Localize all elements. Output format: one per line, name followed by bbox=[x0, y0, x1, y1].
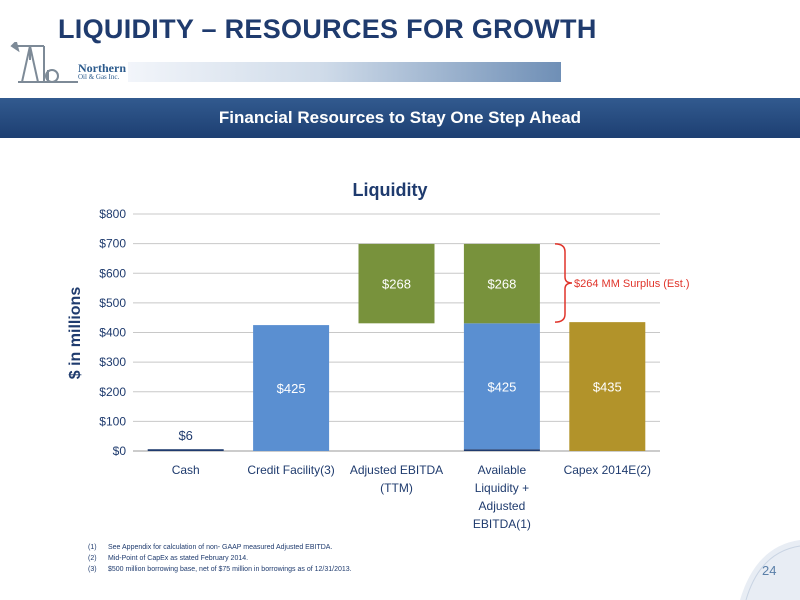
bar-segment bbox=[463, 449, 540, 451]
y-tick-label: $0 bbox=[113, 444, 127, 458]
footnote-number: (3) bbox=[88, 566, 97, 573]
bar-segment bbox=[147, 449, 224, 451]
footnote: (3) $500 million borrowing base, net of $… bbox=[88, 564, 352, 575]
y-tick-label: $300 bbox=[99, 355, 126, 369]
x-tick-label: Available bbox=[478, 463, 527, 477]
page-number: 24 bbox=[762, 563, 777, 578]
y-tick-label: $400 bbox=[99, 326, 126, 340]
header-accent-band bbox=[128, 62, 561, 82]
footnote-number: (1) bbox=[88, 544, 97, 551]
y-tick-label: $600 bbox=[99, 266, 126, 280]
logo-name: Northern bbox=[78, 61, 126, 75]
bar-value-label: $268 bbox=[382, 277, 411, 292]
liquidity-chart: Liquidity $ in millions $0 $100 $200 $300 $4… bbox=[67, 180, 690, 531]
surplus-annotation: $264 MM Surplus (Est.) bbox=[554, 243, 690, 323]
surplus-annotation-label: $264 MM Surplus (Est.) bbox=[574, 278, 690, 290]
bar-value-label: $435 bbox=[593, 380, 622, 395]
company-logo-icon bbox=[10, 42, 78, 83]
slide-title: LIQUIDITY – RESOURCES FOR GROWTH bbox=[58, 14, 597, 44]
logo-text: Northern Oil & Gas Inc. bbox=[78, 62, 126, 81]
x-tick-label: Adjusted EBITDA bbox=[350, 463, 443, 477]
x-tick-label: Credit Facility(3) bbox=[247, 463, 334, 477]
page-corner-decoration bbox=[740, 540, 800, 600]
x-tick-label: EBITDA(1) bbox=[473, 517, 531, 531]
footnote-text: $500 million borrowing base, net of $75 … bbox=[108, 566, 352, 573]
logo-subtitle: Oil & Gas Inc. bbox=[78, 73, 120, 81]
x-tick-label: (TTM) bbox=[380, 481, 413, 495]
slide-subtitle: Financial Resources to Stay One Step Ahe… bbox=[218, 108, 582, 127]
y-tick-label: $700 bbox=[99, 237, 126, 251]
x-axis-labels: Cash Credit Facility(3) Adjusted EBITDA (TT… bbox=[172, 463, 651, 531]
bar-segment bbox=[463, 243, 540, 324]
bar-segment bbox=[463, 323, 540, 450]
x-tick-label: Adjusted bbox=[479, 499, 526, 513]
footnote-text: Mid-Point of CapEx as stated February 20… bbox=[108, 555, 249, 562]
footnotes: (1) See Appendix for calculation of non- … bbox=[88, 542, 352, 575]
footnote-number: (2) bbox=[88, 555, 97, 562]
x-tick-label: Cash bbox=[172, 463, 200, 477]
bar-segment bbox=[253, 325, 330, 451]
footnote: (2) Mid-Point of CapEx as stated February… bbox=[88, 553, 352, 564]
x-tick-label: Capex 2014E(2) bbox=[564, 463, 651, 477]
footnote-text: See Appendix for calculation of non- GAA… bbox=[108, 544, 333, 551]
subtitle-band bbox=[0, 98, 800, 138]
bar-value-label: $268 bbox=[487, 277, 516, 292]
bar-series: $6$425$268$6$425$268$435 bbox=[147, 243, 646, 451]
y-axis-label: $ in millions bbox=[67, 287, 84, 380]
bar-segment bbox=[358, 243, 435, 324]
x-tick-label: Liquidity + bbox=[475, 481, 529, 495]
y-tick-label: $100 bbox=[99, 414, 126, 428]
y-tick-label: $500 bbox=[99, 296, 126, 310]
y-tick-label: $200 bbox=[99, 385, 126, 399]
y-tick-label: $800 bbox=[99, 207, 126, 221]
bar-segment bbox=[569, 322, 646, 451]
chart-title: Liquidity bbox=[353, 180, 428, 200]
y-axis-ticks: $0 $100 $200 $300 $400 $500 $600 $700 $800 bbox=[99, 207, 126, 458]
surplus-brace bbox=[554, 243, 573, 323]
bar-value-label: $425 bbox=[277, 381, 306, 396]
bar-value-label: $6 bbox=[178, 428, 192, 443]
bar-value-label: $425 bbox=[487, 379, 516, 394]
footnote: (1) See Appendix for calculation of non- … bbox=[88, 542, 352, 553]
